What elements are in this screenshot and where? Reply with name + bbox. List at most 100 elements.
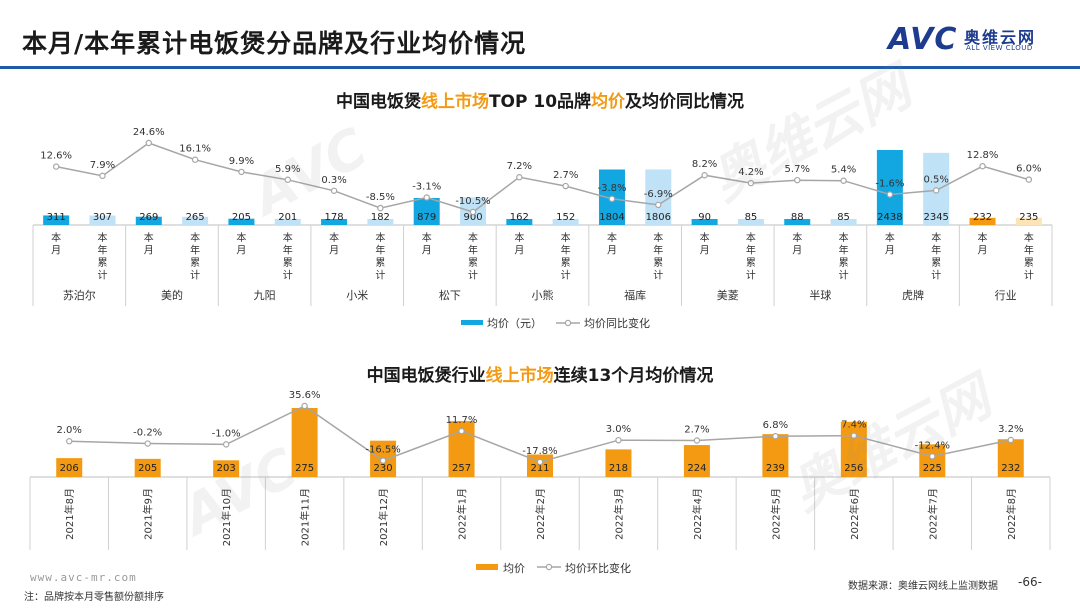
chart1-yoy-label: -8.5%: [366, 192, 395, 203]
chart1-legend-bar-swatch: [461, 320, 483, 325]
chart2-title: 中国电饭煲行业线上市场连续13个月均价情况: [367, 365, 714, 386]
chart2-bar-value: 225: [923, 463, 942, 474]
chart1-yoy-point: [52, 163, 60, 170]
chart1-bar: [876, 150, 903, 225]
chart1-bar-value: 269: [139, 212, 158, 223]
chart1-yoy-label: 4.2%: [738, 167, 763, 178]
chart1-yoy-label: 8.2%: [692, 159, 717, 170]
chart1-bar: [645, 169, 672, 225]
chart2-mom-label: -0.2%: [133, 428, 162, 439]
chart2-bar-value: 230: [374, 463, 393, 474]
chart1-sub-label: 本: [144, 231, 154, 244]
chart1-sub-label: 本: [329, 231, 339, 244]
chart1-yoy-label: 5.7%: [785, 164, 810, 175]
chart1-sub-label: 计: [653, 269, 663, 282]
chart2-bar: [291, 408, 318, 477]
chart1-yoy-label: -1.6%: [875, 179, 904, 190]
chart1-sub-label: 本: [746, 231, 756, 244]
page-number: -66-: [1018, 575, 1042, 589]
chart1-bar: [413, 197, 440, 225]
chart2-mom-point: [66, 438, 73, 445]
header-rule: [0, 66, 1080, 69]
chart1-bar: [784, 219, 811, 225]
chart2-category-label: 2021年10月: [220, 488, 233, 546]
chart1-sub-label: 月: [792, 245, 802, 257]
chart1-yoy-point: [423, 194, 430, 201]
chart1-group-label: 松下: [439, 288, 461, 302]
chart2-bar-value: 256: [844, 463, 863, 474]
chart2-category-label: 2022年5月: [769, 488, 782, 540]
chart1-yoy-point: [191, 156, 199, 163]
chart1-sub-label: 本: [1024, 231, 1034, 244]
chart1-bar: [969, 217, 996, 225]
chart1-sub-label: 本: [236, 231, 246, 244]
chart2-category-label: 2021年9月: [142, 488, 155, 540]
title-highlight: 均价: [591, 91, 626, 112]
chart1-yoy-point: [1025, 176, 1033, 183]
avc-logo: AVC 奥维云网 ALL VIEW CLOUD: [888, 22, 1068, 58]
chart2-mom-point: [1007, 436, 1014, 444]
chart1-sub-label: 本: [51, 231, 61, 244]
chart1-bar-value: 85: [837, 212, 850, 223]
chart1-sub-label: 本: [468, 231, 478, 244]
chart1-sub-label: 计: [1024, 269, 1034, 282]
chart2-mom-point: [222, 441, 230, 448]
chart1-sub-label: 月: [422, 245, 432, 257]
chart2-mom-label: -12.4%: [915, 440, 950, 451]
chart2-category-label: 2021年12月: [377, 488, 390, 546]
chart1-yoy-line: [56, 142, 1030, 213]
chart1-bar-value: 311: [47, 212, 66, 223]
chart1-bar-value: 90: [698, 212, 711, 223]
chart1-yoy-label: 0.3%: [321, 175, 346, 186]
chart1-bar-value: 2438: [877, 212, 902, 223]
chart1-sub-label: 年: [375, 244, 385, 257]
chart2-mom-point: [850, 432, 858, 439]
title-highlight: 线上市场: [486, 365, 554, 386]
chart2-category-label: 2022年1月: [456, 488, 469, 540]
chart1-yoy-point: [562, 182, 569, 190]
chart1-yoy-label: 12.8%: [967, 150, 999, 161]
chart1-bar: [89, 215, 116, 225]
chart1-bar-value: 178: [325, 212, 344, 223]
chart1-sub-label: 本: [97, 231, 107, 244]
chart1-bar: [367, 219, 394, 225]
chart2-bar: [919, 444, 946, 477]
chart2-bar-value: 211: [530, 463, 549, 474]
chart2-mom-label: 7.4%: [841, 420, 866, 431]
chart1-yoy-point: [979, 162, 986, 170]
chart1-bar-value: 152: [556, 212, 575, 223]
page-title: 本月/本年累计电饭煲分品牌及行业均价情况: [22, 29, 527, 58]
chart2-bar: [997, 439, 1024, 477]
chart1-bar-value: 201: [278, 212, 297, 223]
chart2-category-label: 2021年11月: [299, 488, 312, 546]
chart1-sub-label: 本: [653, 231, 663, 244]
chart1-bar-value: 88: [791, 212, 804, 223]
chart2-mom-label: 3.0%: [606, 424, 631, 435]
chart1-bar-value: 235: [1019, 212, 1038, 223]
chart1-group-label: 福库: [624, 288, 646, 302]
chart2-mom-label: 11.7%: [446, 415, 478, 426]
chart1-yoy-label: -10.5%: [455, 196, 490, 207]
chart1-yoy-point: [145, 139, 152, 147]
chart1-group-label: 苏泊尔: [63, 289, 96, 302]
chart1-bar: [506, 219, 533, 225]
chart2-mom-label: 6.8%: [763, 420, 788, 431]
chart1-yoy-point: [747, 179, 755, 187]
chart1-sub-label: 本: [375, 231, 385, 244]
chart2-mom-point: [772, 433, 779, 440]
chart1-bar-value: 1806: [646, 212, 671, 223]
chart2-mom-point: [693, 437, 701, 444]
chart1-legend-line-marker: [564, 319, 572, 327]
chart2-bar-value: 205: [138, 463, 157, 474]
chart1-bar-value: 900: [463, 212, 482, 223]
chart1-yoy-label: -6.9%: [644, 189, 673, 200]
chart2-legend-bar-label: 均价: [503, 562, 525, 575]
chart1-sub-label: 月: [514, 245, 524, 257]
chart2-mom-label: 2.0%: [57, 425, 82, 436]
chart1-sub-label: 月: [329, 245, 339, 257]
chart1-yoy-point: [238, 168, 245, 176]
chart2-category-label: 2022年6月: [848, 488, 861, 540]
chart1-sub-label: 本: [514, 231, 524, 244]
chart1-yoy-label: 6.0%: [1016, 164, 1041, 175]
